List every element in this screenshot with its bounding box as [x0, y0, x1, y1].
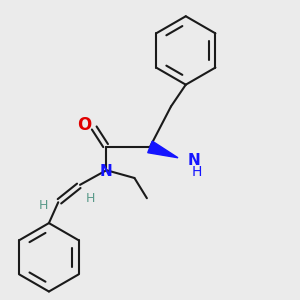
- Text: N: N: [188, 153, 200, 168]
- Text: H: H: [191, 165, 202, 179]
- Text: N: N: [100, 164, 113, 179]
- Text: H: H: [39, 199, 48, 212]
- Text: H: H: [86, 192, 96, 205]
- Polygon shape: [148, 141, 178, 158]
- Text: O: O: [78, 116, 92, 134]
